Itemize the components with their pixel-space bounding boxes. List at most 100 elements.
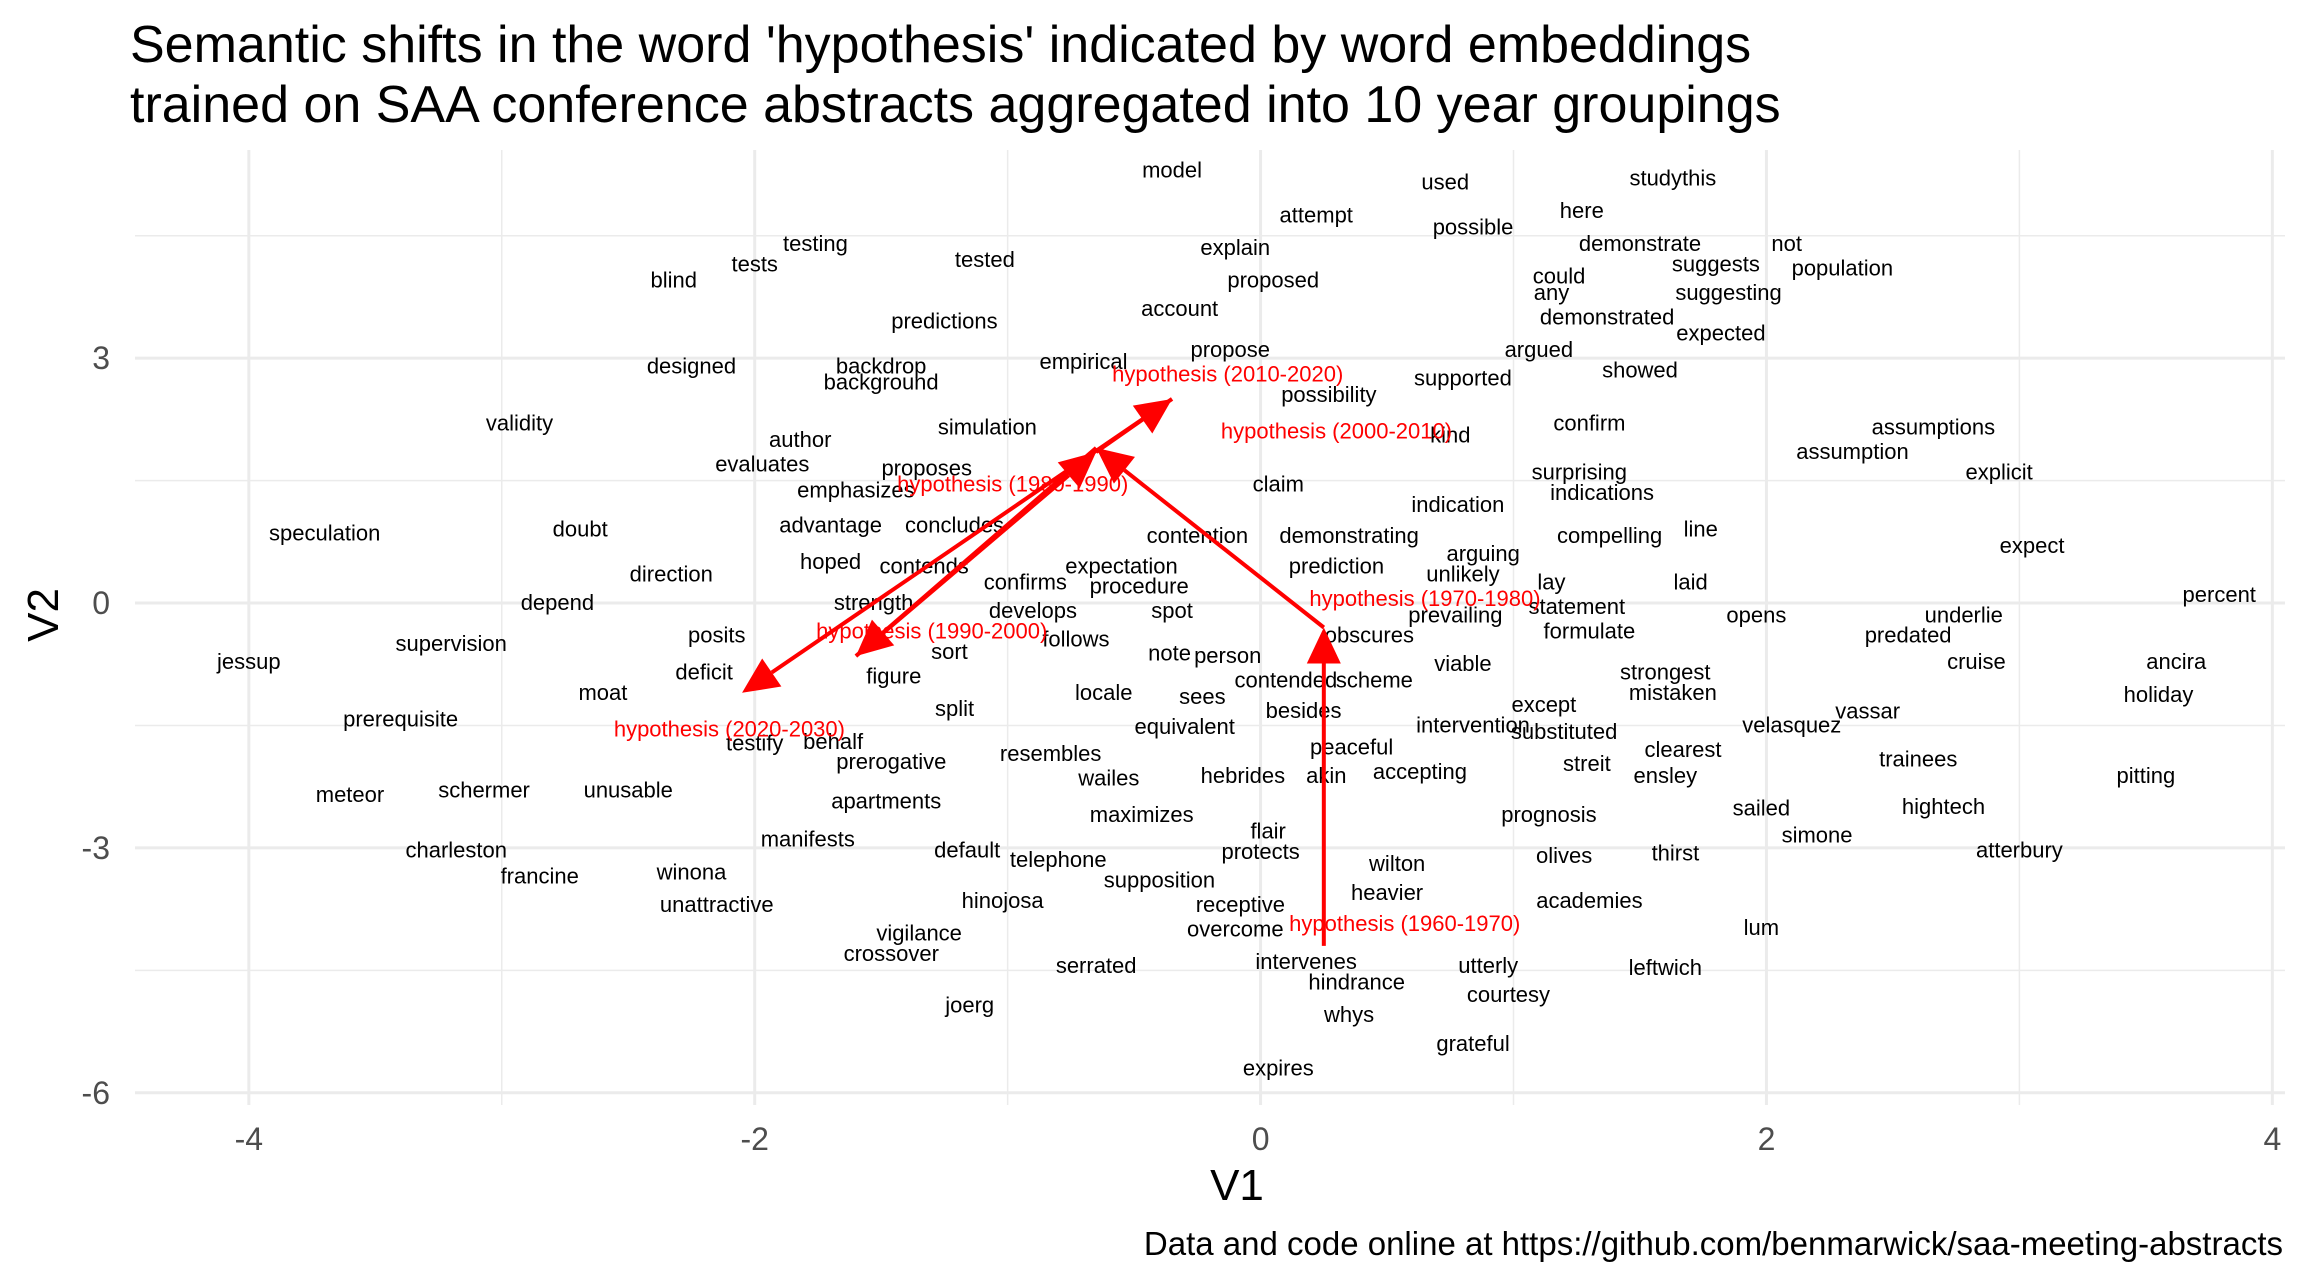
- word-label: olives: [1536, 843, 1592, 868]
- word-label: trainees: [1879, 747, 1957, 772]
- word-label: argued: [1505, 337, 1574, 362]
- arrow-head: [1057, 452, 1097, 489]
- word-label: whys: [1323, 1002, 1374, 1027]
- y-axis-title: V2: [19, 588, 68, 642]
- word-label: substituted: [1511, 719, 1617, 744]
- word-label: split: [935, 696, 974, 721]
- word-label: heavier: [1351, 880, 1423, 905]
- word-label: akin: [1306, 763, 1346, 788]
- word-label: proposes: [881, 455, 972, 480]
- path-segment: [770, 397, 1174, 675]
- y-tick-label: -6: [82, 1075, 110, 1111]
- word-label: develops: [989, 598, 1077, 623]
- word-label: kind: [1430, 423, 1470, 448]
- word-label: jessup: [216, 649, 281, 674]
- word-label: account: [1141, 296, 1218, 321]
- word-label: meteor: [316, 782, 384, 807]
- word-label: demonstrated: [1540, 304, 1675, 329]
- word-label: opens: [1726, 602, 1786, 627]
- word-label: academies: [1536, 888, 1642, 913]
- word-label: surprising: [1532, 459, 1627, 484]
- word-label: prediction: [1289, 553, 1384, 578]
- word-label: clearest: [1644, 737, 1721, 762]
- word-label: model: [1142, 157, 1202, 182]
- word-label: vassar: [1835, 699, 1900, 724]
- word-label: joerg: [944, 992, 994, 1017]
- y-tick-label: 3: [92, 340, 110, 376]
- word-label: strongest: [1620, 659, 1711, 684]
- word-label: indications: [1550, 480, 1654, 505]
- word-label: proposed: [1227, 268, 1319, 293]
- word-label: moat: [578, 680, 627, 705]
- word-label: flair: [1250, 819, 1285, 844]
- word-label: apartments: [831, 788, 941, 813]
- axis-ticks: -4 -2 0 2 4 -6 -3 0 3: [82, 340, 2282, 1157]
- word-label: serrated: [1056, 953, 1137, 978]
- word-label: assumptions: [1872, 415, 1996, 440]
- word-label: expected: [1676, 321, 1765, 346]
- word-label: francine: [501, 863, 579, 888]
- word-label: speculation: [269, 521, 380, 546]
- word-label: person: [1194, 643, 1261, 668]
- word-label: contended: [1234, 668, 1337, 693]
- word-label: procedure: [1090, 574, 1189, 599]
- word-label: depend: [521, 590, 594, 615]
- word-label: not: [1771, 231, 1802, 256]
- word-label: intervention: [1416, 712, 1530, 737]
- word-label: manifests: [761, 827, 855, 852]
- word-label: formulate: [1544, 619, 1636, 644]
- word-label: testing: [783, 231, 848, 256]
- word-label: cruise: [1947, 649, 2006, 674]
- word-label: emphasizes: [797, 477, 914, 502]
- word-label: ensley: [1633, 763, 1697, 788]
- word-label: leftwich: [1629, 955, 1702, 980]
- word-label: wilton: [1368, 851, 1425, 876]
- x-tick-label: 2: [1758, 1121, 1776, 1157]
- word-label: doubt: [553, 517, 608, 542]
- word-label: direction: [630, 561, 713, 586]
- word-label: courtesy: [1467, 982, 1550, 1007]
- word-label: unusable: [584, 778, 673, 803]
- word-label: intervenes: [1255, 949, 1357, 974]
- word-label: lay: [1537, 570, 1565, 595]
- word-label: resembles: [1000, 741, 1101, 766]
- word-label: explain: [1200, 235, 1270, 260]
- word-label: supervision: [396, 631, 507, 656]
- word-label: expectation: [1065, 553, 1178, 578]
- word-label: besides: [1266, 698, 1342, 723]
- word-label: unattractive: [660, 892, 774, 917]
- arrow-head: [1306, 627, 1341, 664]
- word-label: vigilance: [876, 921, 962, 946]
- word-label: equivalent: [1135, 714, 1235, 739]
- word-label: grateful: [1436, 1031, 1509, 1056]
- word-label: prognosis: [1501, 802, 1596, 827]
- word-label: supported: [1414, 366, 1512, 391]
- word-label: demonstrating: [1279, 523, 1418, 548]
- word-label: deficit: [675, 659, 732, 684]
- path-segment: [854, 473, 1071, 658]
- word-label: charleston: [405, 837, 507, 862]
- word-label: unlikely: [1426, 561, 1499, 586]
- word-label: behalf: [803, 729, 864, 754]
- word-label: hinojosa: [962, 888, 1045, 913]
- word-label: tested: [955, 247, 1015, 272]
- word-label: sailed: [1733, 796, 1790, 821]
- word-label: velasquez: [1742, 712, 1841, 737]
- word-label: hoped: [800, 549, 861, 574]
- chart-caption: Data and code online at https://github.c…: [1144, 1225, 2283, 1262]
- word-label: mistaken: [1629, 680, 1717, 705]
- word-label: suggesting: [1675, 280, 1781, 305]
- word-label: testify: [726, 730, 783, 755]
- word-label: default: [934, 837, 1000, 862]
- word-label: hightech: [1902, 794, 1985, 819]
- word-label: arguing: [1446, 541, 1519, 566]
- word-label: any: [1534, 280, 1569, 305]
- word-label: percent: [2183, 582, 2256, 607]
- x-axis-title: V1: [1210, 1161, 1264, 1210]
- word-label: telephone: [1010, 847, 1107, 872]
- word-label: statement: [1528, 594, 1625, 619]
- hypothesis-label: hypothesis (2000-2010): [1221, 419, 1452, 444]
- word-label: evaluates: [715, 451, 809, 476]
- arrow-head: [1096, 447, 1135, 484]
